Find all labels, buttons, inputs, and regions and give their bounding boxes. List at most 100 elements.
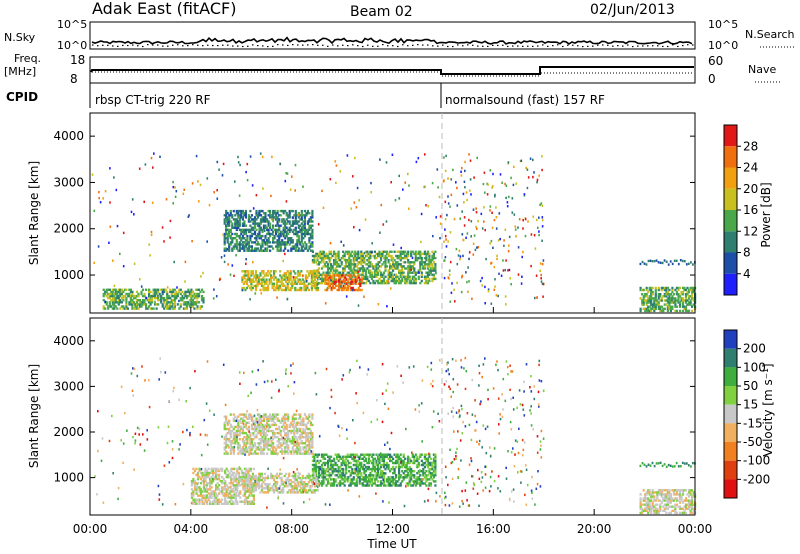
range-cell: [264, 237, 267, 240]
range-cell: [353, 288, 356, 292]
range-cell: [342, 467, 345, 471]
range-cell: [258, 226, 261, 229]
range-cell: [319, 261, 322, 264]
range-cell: [341, 286, 344, 290]
range-cell: [647, 259, 650, 263]
range-cell: [328, 267, 331, 270]
range-cell: [167, 305, 170, 308]
range-cell: [651, 260, 654, 263]
range-cell: [674, 297, 677, 300]
range-cell: [373, 480, 376, 483]
range-cell: [337, 271, 340, 274]
range-cell: [677, 286, 680, 290]
range-cell: [361, 482, 364, 485]
nsearch-point: [252, 44, 254, 46]
range-cell: [687, 290, 691, 294]
range-cell: [539, 269, 541, 272]
range-cell: [348, 259, 351, 262]
range-cell: [251, 280, 254, 283]
range-cell: [265, 282, 268, 285]
range-cell: [325, 265, 328, 268]
range-cell: [247, 278, 250, 281]
range-cell: [113, 301, 116, 304]
range-cell: [370, 461, 373, 465]
range-cell: [378, 269, 381, 272]
range-cell: [225, 209, 228, 213]
range-cell: [364, 271, 367, 274]
range-cell: [302, 214, 305, 217]
range-cell: [336, 484, 339, 487]
range-cell: [296, 429, 299, 433]
range-cell: [210, 475, 213, 479]
range-cell: [242, 270, 245, 273]
range-cell: [399, 457, 402, 460]
range-cell: [297, 413, 300, 416]
range-cell: [356, 186, 359, 190]
range-cell: [432, 252, 435, 256]
range-cell: [243, 413, 246, 416]
range-cell: [317, 263, 321, 266]
range-cell: [300, 234, 303, 238]
range-cell: [407, 254, 410, 258]
range-cell: [320, 455, 324, 458]
range-cell: [282, 230, 285, 234]
range-cell: [316, 271, 319, 274]
range-cell: [414, 259, 417, 262]
range-cell: [327, 271, 330, 274]
range-cell: [201, 498, 204, 501]
range-cell: [378, 455, 381, 458]
range-cell: [299, 450, 302, 453]
range-cell: [256, 276, 259, 279]
range-cell: [346, 271, 349, 274]
range-cell: [285, 222, 288, 225]
range-cell: [167, 294, 170, 298]
range-cell: [428, 261, 431, 264]
range-cell: [264, 442, 267, 445]
range-cell: [674, 301, 677, 304]
range-cell: [380, 203, 382, 207]
range-cell: [262, 187, 264, 190]
range-cell: [299, 214, 302, 217]
range-cell: [246, 450, 249, 453]
range-cell: [190, 292, 193, 296]
range-cell: [283, 288, 286, 292]
range-cell: [313, 256, 316, 260]
range-cell: [291, 438, 294, 441]
range-cell: [297, 247, 300, 250]
range-cell: [405, 281, 408, 285]
range-cell: [462, 238, 465, 242]
range-cell: [387, 476, 390, 479]
range-cell: [234, 433, 237, 437]
range-cell: [262, 444, 266, 447]
range-cell: [465, 271, 467, 274]
range-cell: [98, 191, 100, 194]
range-cell: [309, 440, 312, 443]
range-cell: [251, 184, 254, 187]
range-cell: [271, 489, 274, 492]
range-cell: [417, 256, 420, 260]
range-cell: [529, 157, 532, 160]
range-cell: [367, 279, 370, 283]
range-cell: [270, 276, 273, 279]
range-cell: [284, 431, 287, 435]
range-cell: [372, 459, 375, 463]
range-cell: [293, 245, 296, 248]
range-cell: [333, 480, 336, 483]
range-cell: [144, 163, 147, 166]
range-cell: [289, 478, 292, 482]
range-cell: [276, 280, 279, 283]
range-cell: [324, 276, 327, 279]
range-cell: [395, 275, 398, 278]
range-cell: [379, 281, 383, 285]
range-cell: [198, 500, 201, 503]
range-cell: [249, 249, 252, 252]
range-cell: [373, 269, 376, 272]
range-cell: [131, 307, 134, 310]
range-cell: [643, 262, 646, 265]
range-cell: [303, 282, 306, 285]
range-cell: [355, 480, 358, 483]
nsearch-point: [237, 45, 239, 47]
range-cell: [381, 476, 384, 479]
range-cell: [364, 281, 367, 285]
range-cell: [244, 444, 247, 447]
